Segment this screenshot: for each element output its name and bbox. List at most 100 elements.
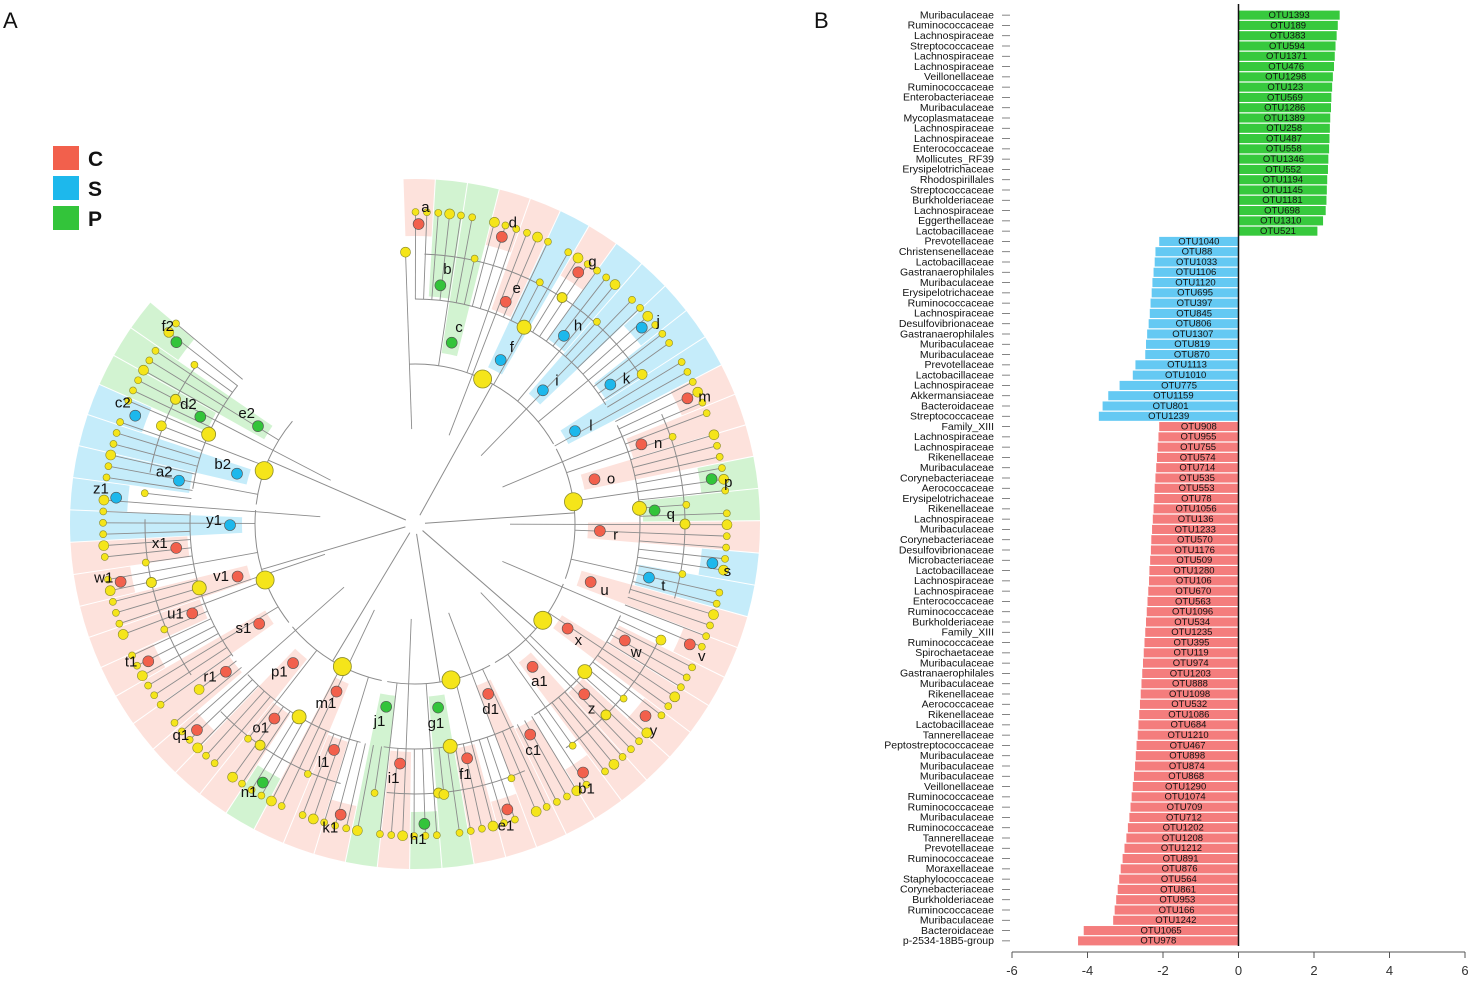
bar-otu-label: OTU755	[1180, 442, 1216, 453]
bar-otu-label: OTU119	[1174, 648, 1209, 659]
bar-OTU258	[1238, 123, 1330, 133]
category-label: Lactobacillaceae	[916, 225, 994, 237]
clade-label-s1: s1	[236, 620, 252, 637]
clade-label-k1: k1	[322, 819, 338, 836]
clade-shade-c1	[515, 718, 595, 834]
clade-label-y: y	[650, 722, 658, 739]
bar-otu-label: OTU123	[1267, 82, 1303, 93]
panel-b-label: B	[814, 8, 829, 33]
bar-OTU1393	[1238, 10, 1340, 20]
bar-otu-label: OTU1239	[1148, 411, 1189, 422]
clade-shade-o1	[200, 702, 290, 813]
x-tick-label: 0	[1235, 963, 1242, 978]
clade-node-a	[412, 218, 425, 230]
bar-OTU1159	[1108, 391, 1239, 401]
category-label: Burkholderiaceae	[912, 195, 994, 207]
category-label: Desulfovibrionaceae	[899, 544, 994, 556]
bar-otu-label: OTU953	[1159, 895, 1195, 906]
category-label: Muribaculaceae	[920, 760, 994, 772]
clade-node-o	[588, 473, 601, 486]
clade-node-f	[494, 354, 507, 366]
bar-OTU123	[1238, 82, 1333, 92]
bar-otu-label: OTU978	[1140, 936, 1176, 947]
clade-shade-d1	[476, 679, 566, 847]
category-label: Lactobacillaceae	[916, 719, 994, 731]
bar-otu-label: OTU1310	[1260, 216, 1301, 227]
bar-OTU1176	[1150, 545, 1239, 555]
bar-otu-label: OTU819	[1174, 339, 1210, 350]
clade-node-k1	[334, 808, 347, 821]
category-label: Ruminococcaceae	[908, 637, 995, 649]
bar-OTU775	[1119, 380, 1239, 390]
category-label: Enterococcaceae	[913, 596, 994, 608]
category-label: Family_XIII	[941, 627, 994, 639]
category-label: Muribaculaceae	[920, 9, 994, 21]
category-label: Eggerthellaceae	[918, 215, 994, 227]
clade-shade-b2	[79, 415, 251, 485]
clade-node-p	[705, 473, 718, 485]
clade-shade-h1	[410, 811, 442, 869]
bar-otu-label: OTU845	[1176, 308, 1212, 319]
clade-shade-x	[553, 615, 709, 732]
clade-node-u	[584, 576, 597, 588]
bar-OTU953	[1116, 895, 1239, 905]
clade-node-k	[604, 378, 617, 391]
clade-node-d	[496, 231, 508, 243]
category-label: Muribaculaceae	[920, 812, 994, 824]
bar-OTU870	[1145, 350, 1239, 360]
category-label: Lachnospiraceae	[914, 51, 994, 63]
x-tick-label: -2	[1157, 963, 1169, 978]
bar-otu-label: OTU467	[1170, 740, 1206, 751]
category-label: Corynebacteriaceae	[900, 472, 994, 484]
category-label: Muribaculaceae	[920, 915, 994, 927]
clade-node-x	[561, 622, 574, 635]
bar-OTU476	[1238, 62, 1335, 72]
bar-otu-label: OTU1389	[1264, 113, 1305, 124]
bar-OTU78	[1154, 494, 1239, 504]
bar-OTU978	[1078, 936, 1239, 946]
category-label: Aerococcaceae	[922, 483, 995, 495]
bar-OTU535	[1155, 473, 1239, 483]
bar-otu-label: OTU898	[1169, 751, 1205, 762]
clade-node-a2	[173, 474, 185, 487]
category-label: Ruminococcaceae	[908, 801, 995, 813]
bar-OTU395	[1144, 638, 1239, 648]
category-label: Streptococcaceae	[910, 184, 994, 196]
bar-OTU845	[1149, 308, 1239, 318]
bar-OTU1286	[1238, 103, 1331, 113]
bar-OTU1212	[1124, 843, 1239, 853]
category-label: Erysipelotrichaceae	[902, 287, 994, 299]
clade-shade-t	[634, 564, 755, 617]
bar-OTU1310	[1238, 216, 1324, 226]
bar-otu-label: OTU564	[1161, 874, 1197, 885]
bar-otu-label: OTU861	[1160, 884, 1196, 895]
category-label: Ruminococcaceae	[908, 904, 995, 916]
category-label: Enterobacteriaceae	[903, 92, 994, 104]
clade-label-l: l	[589, 418, 592, 435]
bar-OTU695	[1151, 288, 1239, 298]
legend-swatch-c	[53, 146, 79, 170]
clade-node-p1	[287, 657, 299, 669]
bar-otu-label: OTU1290	[1165, 781, 1206, 792]
x-tick-label: 2	[1310, 963, 1317, 978]
category-label: Gastranaerophilales	[900, 267, 994, 279]
category-label: p-2534-18B5-group	[903, 935, 994, 947]
bar-OTU1346	[1238, 154, 1329, 164]
clade-shade-u1	[89, 599, 208, 667]
clade-node-v1	[231, 570, 244, 583]
lefse-cladogram: CSP a b c d e f g h i j k l m n o p q r s t u v w x y z a1 b1 c1 d1 e1…	[53, 146, 760, 869]
clade-label-m: m	[698, 389, 711, 406]
bar-otu-label: OTU395	[1174, 637, 1210, 648]
clade-label-k: k	[623, 371, 631, 388]
bar-otu-label: OTU908	[1181, 421, 1217, 432]
bar-otu-label: OTU1113	[1167, 360, 1207, 371]
clade-label-z: z	[588, 700, 596, 717]
bar-otu-label: OTU1242	[1155, 915, 1196, 926]
bar-otu-label: OTU1086	[1168, 709, 1209, 720]
clade-label-d2: d2	[180, 396, 197, 413]
bar-otu-label: OTU521	[1260, 226, 1296, 237]
bar-otu-label: OTU563	[1175, 596, 1211, 607]
bar-OTU136	[1152, 514, 1239, 524]
clade-shade-k	[594, 311, 705, 401]
x-tick-label: 6	[1461, 963, 1468, 978]
